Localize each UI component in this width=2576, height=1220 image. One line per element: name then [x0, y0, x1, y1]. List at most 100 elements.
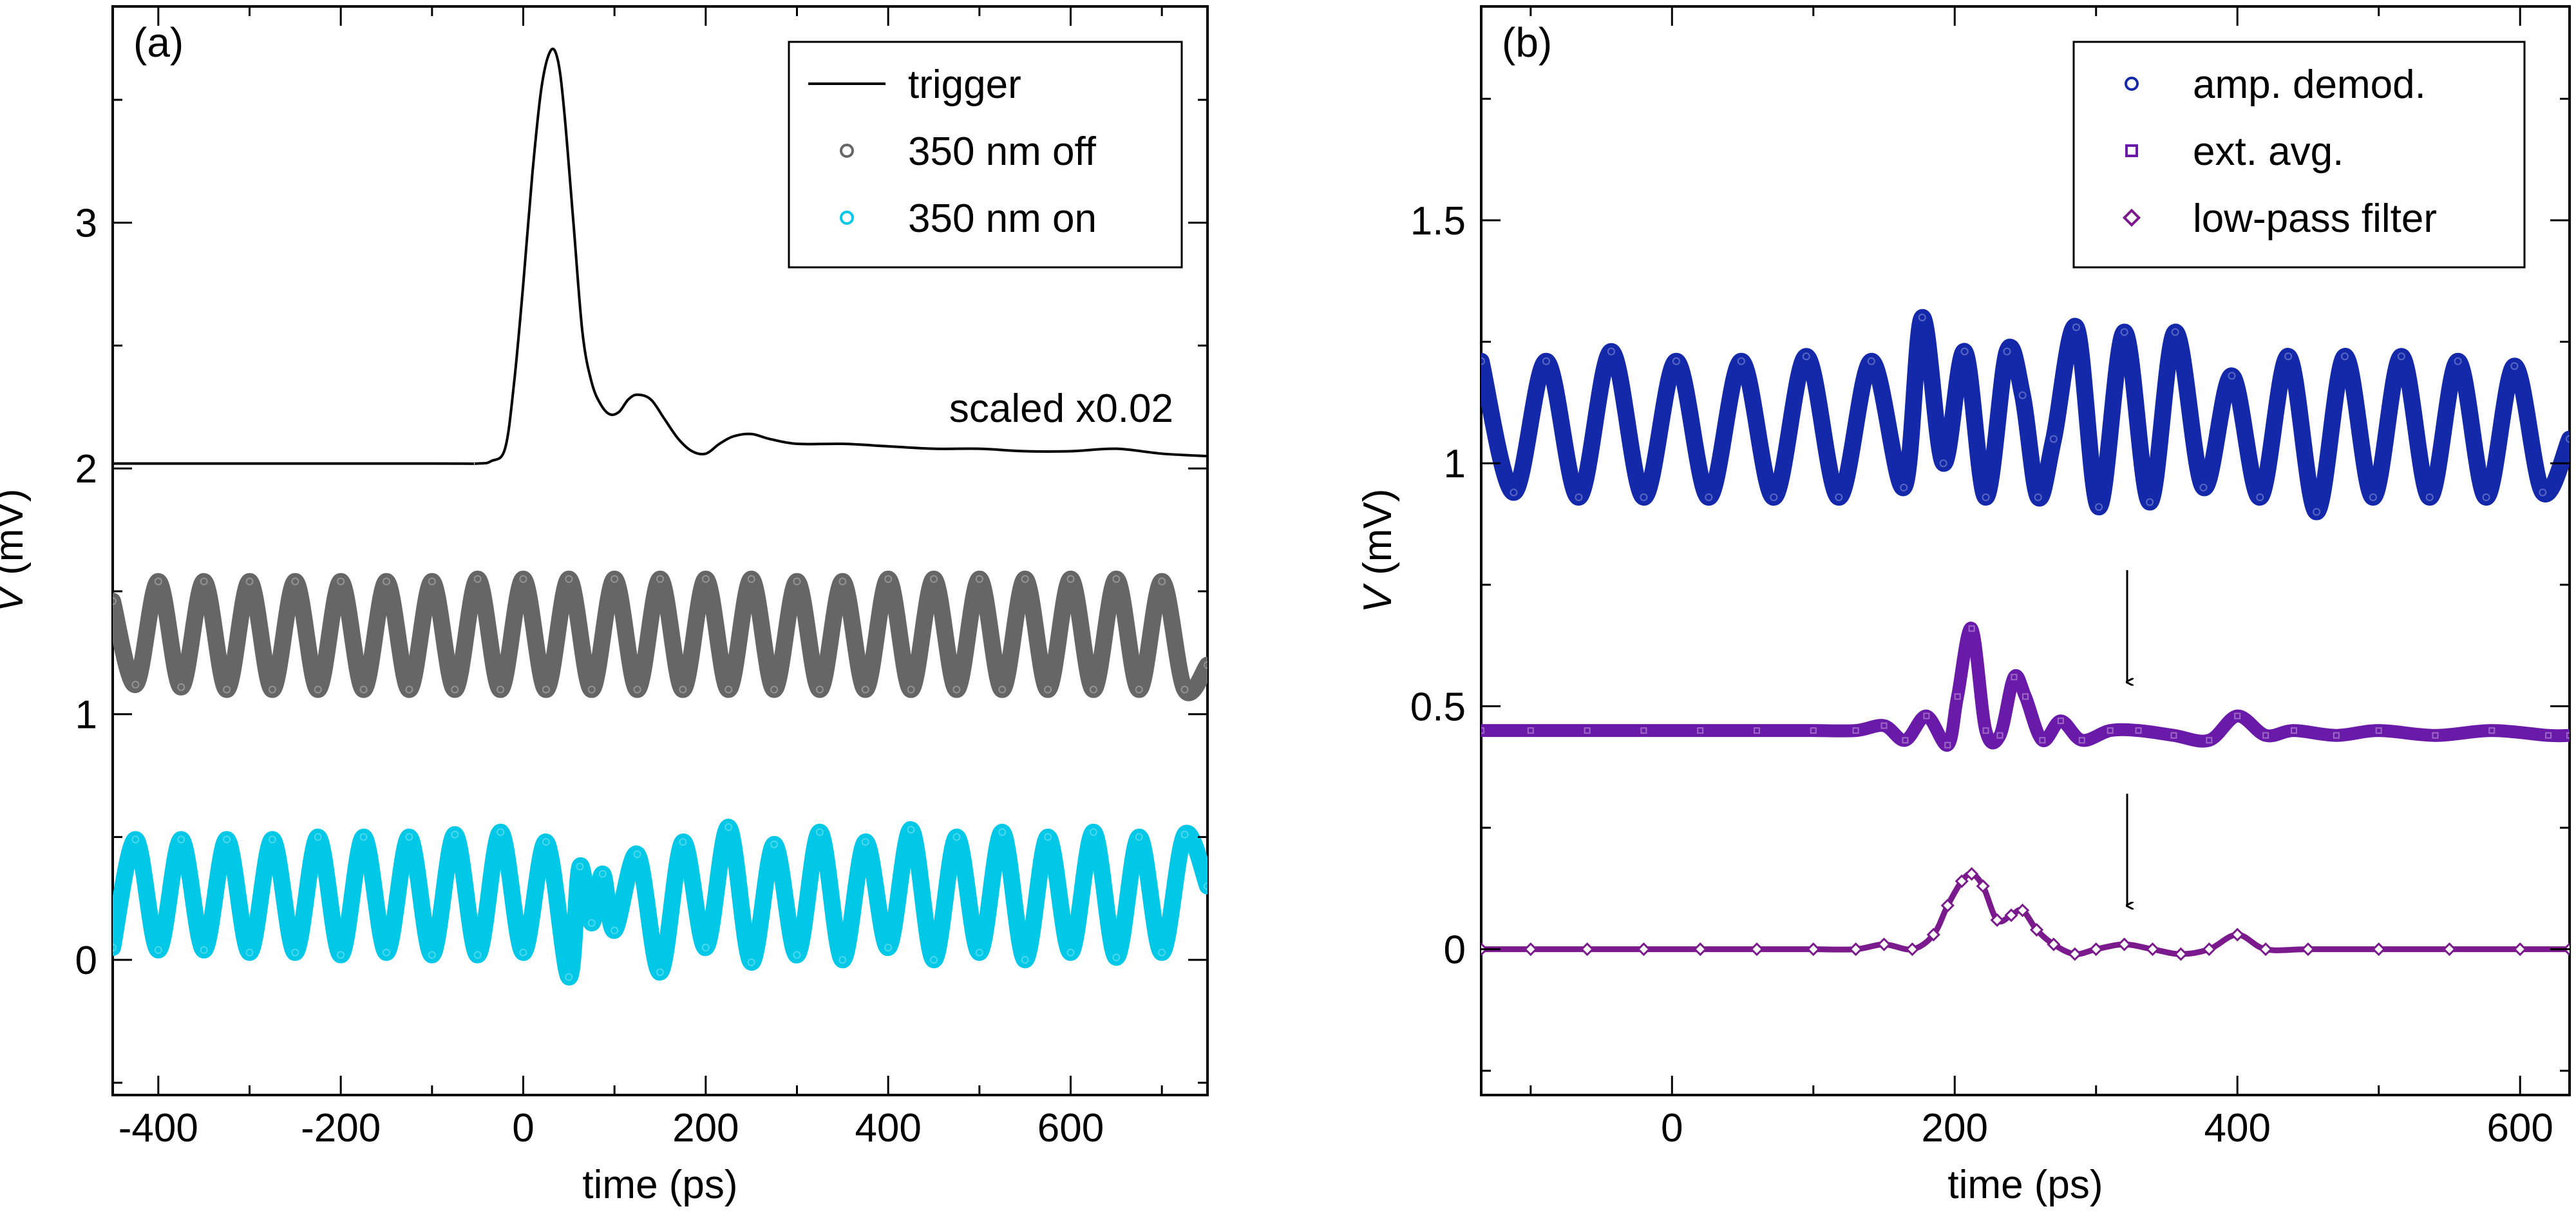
- y-axis-variable: V: [0, 582, 32, 613]
- series-350-nm-on: [113, 819, 1208, 986]
- data-point: [565, 575, 573, 583]
- data-point: [591, 381, 592, 383]
- data-point: [223, 835, 231, 844]
- data-point: [861, 838, 869, 846]
- data-point: [1693, 942, 1707, 957]
- data-point: [359, 685, 368, 694]
- data-point: [2011, 674, 2018, 681]
- data-point: [2454, 357, 2462, 365]
- data-point: [1636, 942, 1651, 957]
- data-point: [1940, 899, 1955, 913]
- legend-box: [2072, 41, 2526, 269]
- data-point: [838, 956, 847, 964]
- data-point: [1112, 575, 1121, 583]
- data-point: [705, 453, 706, 455]
- data-point: [1481, 942, 1488, 957]
- data-point: [314, 685, 322, 694]
- data-point: [587, 919, 596, 927]
- data-point: [2566, 732, 2570, 739]
- data-point: [1542, 357, 1550, 365]
- data-point: [2291, 727, 2298, 734]
- data-point: [587, 685, 596, 694]
- data-point: [2545, 732, 2552, 739]
- data-point: [1640, 493, 1648, 502]
- y-tick-label: 2: [75, 447, 97, 491]
- data-point: [513, 381, 515, 383]
- data-point: [1044, 685, 1052, 694]
- data-point: [2333, 732, 2340, 739]
- plot-frame: [111, 5, 1209, 1096]
- data-point: [314, 833, 322, 841]
- data-point: [113, 944, 117, 952]
- data-point: [1770, 493, 1778, 502]
- data-point: [1161, 453, 1163, 455]
- data-point: [1672, 357, 1680, 365]
- data-point: [1923, 712, 1930, 720]
- data-point: [223, 685, 231, 694]
- data-point: [1135, 833, 1143, 841]
- data-point: [2341, 352, 2349, 361]
- data-point: [796, 443, 798, 445]
- data-point: [1852, 727, 1859, 734]
- data-point: [245, 577, 254, 586]
- data-point: [542, 838, 550, 846]
- data-point: [1753, 727, 1760, 734]
- data-point: [930, 956, 938, 964]
- data-point: [2047, 937, 2061, 951]
- data-point: [154, 946, 162, 954]
- data-point: [1867, 357, 1875, 365]
- legend: trigger 350 nm off 350 nm on: [788, 41, 1183, 269]
- data-point: [1112, 953, 1121, 962]
- data-point: [2174, 947, 2188, 961]
- data-point: [1481, 357, 1485, 365]
- data-point: [1044, 833, 1052, 841]
- data-point: [724, 685, 733, 694]
- data-point: [565, 973, 573, 981]
- data-point: [540, 86, 542, 88]
- data-point: [112, 463, 113, 464]
- data-point: [177, 683, 185, 691]
- x-tick-label: 400: [855, 1106, 921, 1150]
- data-point: [2199, 483, 2208, 491]
- data-point: [2095, 503, 2103, 511]
- data-point: [664, 418, 666, 420]
- data-point: [998, 828, 1007, 836]
- data-point: [383, 577, 390, 586]
- data-point: [451, 830, 459, 839]
- data-point: [998, 685, 1007, 694]
- data-point: [497, 685, 505, 694]
- data-point: [177, 835, 185, 844]
- data-point: [701, 575, 710, 583]
- data-point: [1640, 727, 1647, 734]
- data-point: [431, 462, 433, 464]
- data-point: [2442, 942, 2457, 957]
- data-point: [2256, 493, 2264, 502]
- data-point: [337, 951, 345, 959]
- data-point: [245, 948, 254, 957]
- data-point: [1976, 879, 1990, 893]
- data-point: [1926, 928, 1940, 942]
- data-point: [732, 435, 734, 437]
- data-point: [769, 438, 770, 440]
- data-point: [1580, 942, 1595, 957]
- data-point: [113, 597, 117, 605]
- panel-a-chart: -400 -200 0 200 400 600 0 1 2 3 time (ps) V (mV) (a)…: [0, 5, 1209, 1207]
- plot-frame: [1480, 5, 2571, 1096]
- data-point: [2369, 493, 2377, 502]
- data-point: [490, 460, 492, 462]
- data-point: [2029, 922, 2044, 937]
- data-point: [1810, 727, 1817, 734]
- data-point: [2117, 937, 2132, 951]
- data-point: [2089, 942, 2103, 957]
- data-point: [2049, 435, 2058, 443]
- legend-marker: [2122, 208, 2141, 227]
- data-point: [519, 948, 527, 957]
- data-point: [1900, 483, 1908, 491]
- data-point: [2171, 328, 2179, 336]
- data-point: [1990, 913, 2004, 927]
- data-point: [1750, 942, 1764, 957]
- data-point: [770, 685, 779, 694]
- data-point: [2375, 727, 2382, 734]
- data-point: [747, 958, 755, 966]
- data-point: [691, 450, 693, 452]
